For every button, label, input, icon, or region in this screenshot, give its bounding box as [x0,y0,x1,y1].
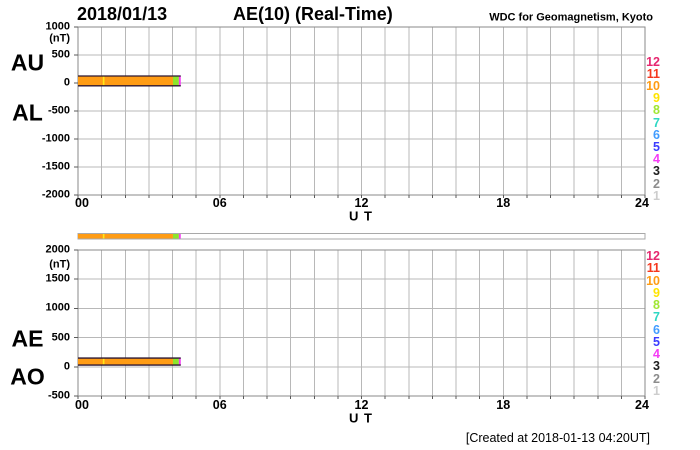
xaxis-title-bottom: U T [349,410,373,426]
axis-label-au: AU [10,49,45,76]
y-tick-label: 0 [63,76,70,89]
legend-station-count: 2 [653,371,660,386]
plot-title: AE(10) (Real-Time) [233,4,393,24]
y-tick-label: -1500 [41,160,70,173]
legend-station-count: 8 [653,103,660,118]
legend-station-count: 6 [653,127,660,142]
x-tick-label: 12 [354,195,369,210]
x-tick-label: 18 [496,195,511,210]
x-tick-label: 24 [635,397,649,412]
legend-station-count: 11 [646,66,660,81]
legend-station-count: 8 [653,297,660,312]
legend-station-count: 5 [653,334,660,349]
y-tick-label: -500 [47,104,70,117]
data-band-segment-8-stations [172,76,179,86]
y-tick-label: 1000 [45,20,70,33]
data-band-segment-4-stations [178,76,181,86]
legend-station-count: 4 [653,346,660,361]
legend-station-count: 9 [653,90,660,105]
axis-label-ae: AE [11,325,44,352]
legend-station-count: 5 [653,139,660,154]
availability-segment-9-stations [102,234,105,239]
x-tick-label: 12 [354,397,369,412]
legend-station-count: 12 [646,54,660,69]
legend-station-count: 10 [646,273,660,288]
legend-station-count: 10 [646,78,660,93]
legend-station-count: 12 [646,248,660,263]
axis-label-ao: AO [10,363,45,390]
data-band-segment-9-stations [102,76,105,86]
legend-station-count: 6 [653,322,660,337]
y-tick-label: -500 [47,389,70,402]
y-tick-label: -2000 [41,188,70,201]
x-tick-label: 06 [212,195,227,210]
y-tick-label: 0 [63,360,70,373]
x-tick-label: 06 [212,397,227,412]
legend-station-count: 1 [653,383,660,398]
data-band-segment-9-stations [102,358,105,366]
data-band-segment-10-stations [78,358,173,366]
y-tick-label: 1500 [45,272,70,285]
axis-label-al: AL [12,99,43,126]
organization-label: WDC for Geomagnetism, Kyoto [489,11,653,24]
x-tick-label: 00 [75,195,89,210]
legend-station-count: 2 [653,176,660,191]
legend-station-count: 9 [653,285,660,300]
data-band-segment-8-stations [172,358,179,366]
data-band-segment-4-stations [178,358,181,366]
x-tick-label: 00 [75,397,89,412]
y-tick-label: 2000 [45,243,70,256]
xaxis-title-top: U T [349,208,373,224]
x-tick-label: 18 [496,397,511,412]
availability-segment-8-stations [172,234,179,239]
legend-station-count: 3 [653,359,660,373]
x-tick-label: 24 [635,195,649,210]
availability-segment-4-stations [178,234,181,239]
legend-station-count: 7 [653,115,660,130]
created-timestamp: [Created at 2018-01-13 04:20UT] [465,430,650,445]
legend-station-count: 3 [653,164,660,179]
legend-station-count: 4 [653,151,660,166]
y-tick-label: 500 [51,331,70,344]
y-axis-unit: (nT) [49,32,70,45]
data-band-segment-10-stations [78,76,173,86]
y-tick-label: -1000 [41,132,70,145]
availability-segment-10-stations [78,234,173,239]
y-tick-label: 1000 [45,301,70,314]
legend-station-count: 1 [653,188,660,203]
y-axis-unit: (nT) [49,258,70,271]
y-tick-label: 500 [51,48,70,61]
legend-station-count: 11 [646,261,660,275]
legend-station-count: 7 [653,310,660,324]
plot-date: 2018/01/13 [77,4,168,24]
